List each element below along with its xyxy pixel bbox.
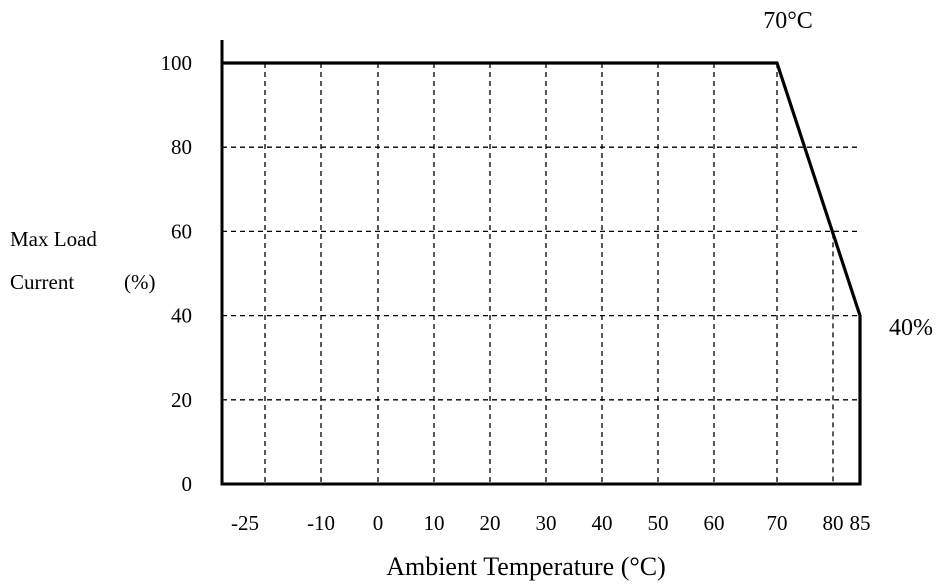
grid-lines xyxy=(222,63,860,484)
series-layer xyxy=(222,61,862,484)
annotation-end: 40% xyxy=(889,315,933,341)
x-tick-label: 0 xyxy=(373,511,384,535)
x-tick-label: 60 xyxy=(704,511,725,535)
y-axis-label-unit: (%) xyxy=(124,270,155,294)
y-axis-label-line1: Max Load xyxy=(10,227,97,251)
derating-curve xyxy=(222,61,862,484)
axes xyxy=(220,40,862,486)
y-tick-label: 60 xyxy=(171,219,192,243)
x-tick-label: 70 xyxy=(767,511,788,535)
y-tick-label: 80 xyxy=(171,135,192,159)
x-tick-label: 50 xyxy=(648,511,669,535)
x-tick-label: 30 xyxy=(536,511,557,535)
y-tick-label: 100 xyxy=(161,51,193,75)
x-tick-label: -25 xyxy=(231,511,259,535)
x-tick-label: 10 xyxy=(424,511,445,535)
x-tick-label: -10 xyxy=(307,511,335,535)
x-tick-label: 20 xyxy=(480,511,501,535)
y-axis-label-line2: Current xyxy=(10,270,74,294)
y-tick-label: 40 xyxy=(171,304,192,328)
x-tick-label: 40 xyxy=(592,511,613,535)
annotation-knee: 70°C xyxy=(763,8,813,34)
x-tick-label: 85 xyxy=(850,511,871,535)
y-tick-label: 20 xyxy=(171,388,192,412)
x-tick-label: 80 xyxy=(823,511,844,535)
x-axis-title: Ambient Temperature (°C) xyxy=(386,552,666,581)
y-tick-label: 0 xyxy=(182,472,193,496)
